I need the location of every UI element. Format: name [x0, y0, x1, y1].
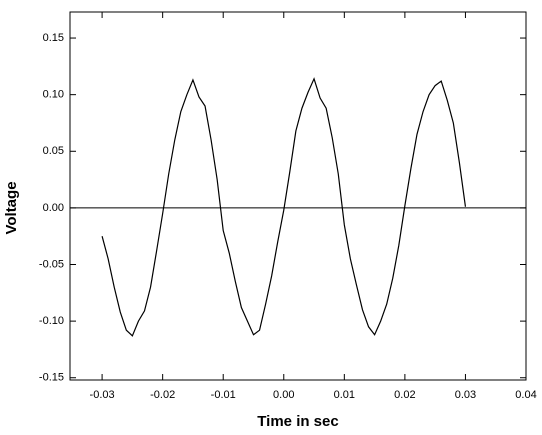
x-tick-label: -0.01: [211, 389, 236, 401]
x-tick-label: 0.01: [334, 389, 355, 401]
y-tick-label: 0.05: [43, 145, 64, 157]
y-tick-label: 0.00: [43, 202, 64, 214]
x-tick-label: 0.03: [455, 389, 476, 401]
x-tick-label: 0.02: [394, 389, 415, 401]
plot-frame: [69, 11, 527, 381]
y-tick-label: 0.15: [43, 32, 64, 44]
y-tick-label: -0.10: [39, 315, 64, 327]
y-tick-label: 0.10: [43, 89, 64, 101]
x-tick-label: 0.00: [273, 389, 294, 401]
x-tick-label: -0.03: [90, 389, 115, 401]
y-tick-label: -0.15: [39, 372, 64, 384]
x-axis-title: Time in sec: [257, 413, 338, 430]
y-axis-title: Voltage: [3, 181, 20, 234]
x-tick-label: 0.04: [515, 389, 536, 401]
x-tick-label: -0.02: [150, 389, 175, 401]
y-tick-label: -0.05: [39, 258, 64, 270]
data-line: [101, 77, 467, 337]
